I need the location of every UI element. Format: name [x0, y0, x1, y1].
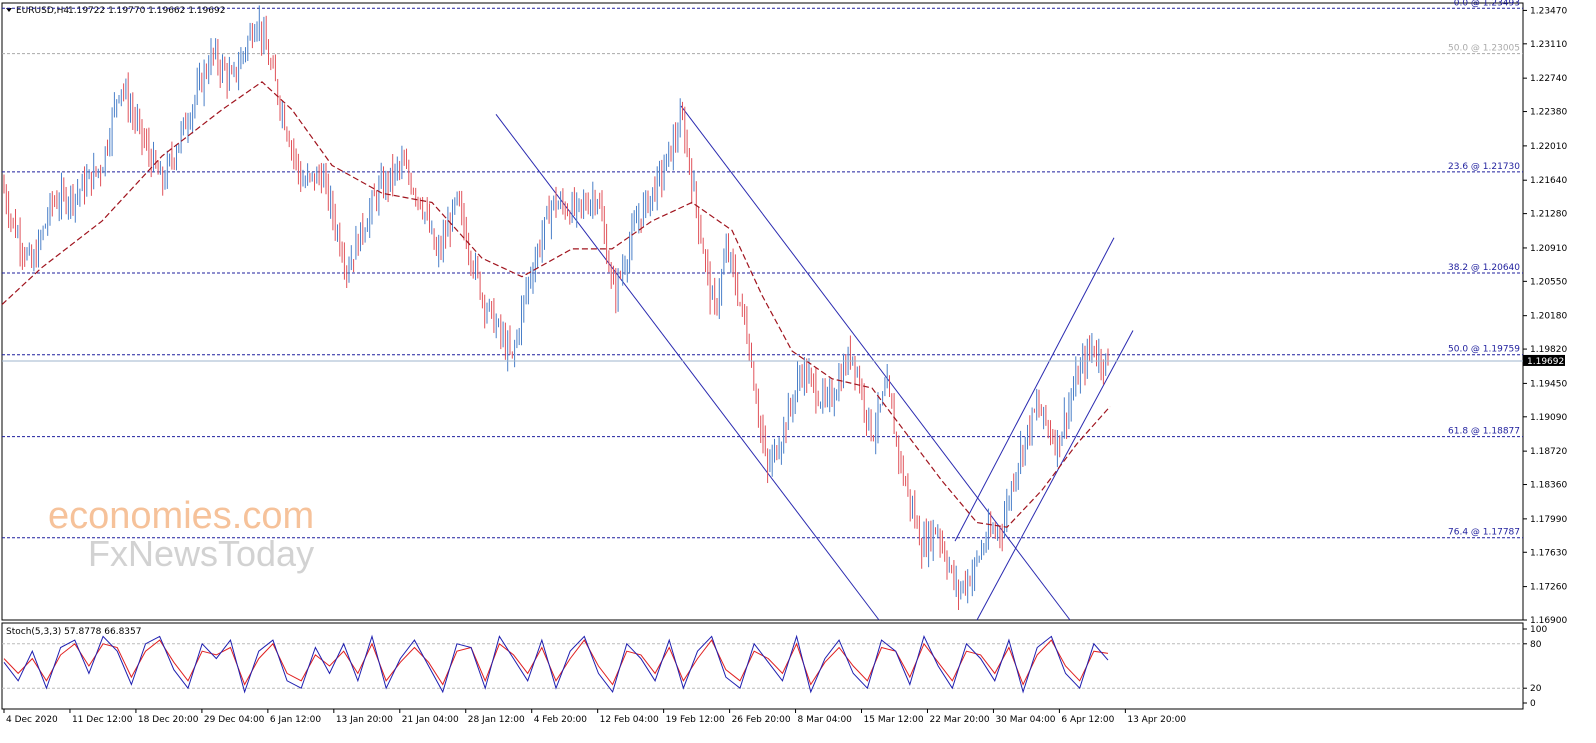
fib-level-label: 50.0 @ 1.23005: [1448, 44, 1520, 54]
time-tick-label: 13 Apr 20:00: [1127, 715, 1186, 725]
channel-lines[interactable]: [495, 105, 1134, 621]
price-tick-label: 1.18720: [1530, 447, 1567, 457]
stochastic-panel[interactable]: [1, 622, 1524, 710]
price-panel[interactable]: [1, 2, 1524, 621]
fib-level-label: 61.8 @ 1.18877: [1448, 427, 1520, 437]
price-tick-label: 1.18360: [1530, 481, 1567, 491]
watermark-sub: FxNewsToday: [88, 533, 314, 574]
time-tick-label: 29 Dec 04:00: [204, 715, 265, 725]
price-tick-label: 1.22010: [1530, 142, 1567, 152]
price-tick-label: 1.23470: [1530, 6, 1567, 16]
stoch-level-label: 20: [1530, 684, 1542, 694]
time-tick-label: 18 Dec 20:00: [138, 715, 199, 725]
trend-channel-line: [976, 330, 1134, 621]
fib-level-label: 38.2 @ 1.20640: [1448, 263, 1520, 273]
stoch-signal-line: [3, 639, 1109, 686]
dropdown-triangle-icon[interactable]: [6, 8, 12, 12]
time-tick-label: 19 Feb 12:00: [666, 715, 725, 725]
price-axis: 1.23470 1.23110 1.22740 1.22380 1.22010 1.216…: [1523, 6, 1567, 626]
current-price-box: [1523, 354, 1565, 366]
price-tick-label: 1.21280: [1530, 210, 1567, 220]
time-tick-label: 21 Jan 04:00: [402, 715, 459, 725]
price-tick-label: 1.22740: [1530, 74, 1567, 84]
fib-level-label: 23.6 @ 1.21730: [1448, 162, 1520, 172]
stoch-level-label: 80: [1530, 640, 1542, 650]
time-tick-label: 26 Feb 20:00: [732, 715, 791, 725]
price-tick-label: 1.16900: [1530, 616, 1567, 626]
current-price-label: 1.19692: [1527, 357, 1564, 367]
time-tick-label: 11 Dec 12:00: [72, 715, 133, 725]
time-tick-label: 30 Mar 04:00: [995, 715, 1055, 725]
fib-level-label: 76.4 @ 1.17787: [1448, 528, 1520, 538]
stoch-main-line: [3, 634, 1109, 694]
price-tick-label: 1.20550: [1530, 277, 1567, 287]
time-axis: 4 Dec 2020 11 Dec 12:00 18 Dec 20:00 29 Dec…: [3, 709, 1186, 725]
ohlc-values: 1.19722 1.19770 1.19662 1.19692: [68, 6, 225, 16]
stoch-level-label: 0: [1530, 699, 1536, 709]
price-tick-label: 1.19090: [1530, 413, 1567, 423]
fib-level-label: 50.0 @ 1.19759: [1448, 345, 1520, 355]
time-tick-label: 4 Dec 2020: [6, 715, 58, 725]
price-tick-label: 1.20180: [1530, 312, 1567, 322]
price-tick-label: 1.19820: [1530, 345, 1567, 355]
moving-average: [1, 81, 1111, 528]
trend-channel-line: [680, 105, 1071, 621]
moving-average-line: [1, 81, 1111, 528]
stochastic-label: Stoch(5,3,3) 57.8778 66.8357: [6, 627, 141, 637]
price-tick-label: 1.19450: [1530, 379, 1567, 389]
time-tick-label: 6 Jan 12:00: [270, 715, 322, 725]
watermark-brand: economies.com: [48, 495, 314, 537]
time-tick-label: 8 Mar 04:00: [798, 715, 853, 725]
trend-channel-line: [954, 237, 1115, 542]
time-tick-label: 4 Feb 20:00: [534, 715, 588, 725]
time-tick-label: 6 Apr 12:00: [1061, 715, 1114, 725]
time-tick-label: 22 Mar 20:00: [929, 715, 989, 725]
symbol-label: EURUSD,H4: [16, 6, 69, 16]
time-tick-label: 12 Feb 04:00: [600, 715, 659, 725]
fib-level-label: 0.0 @ 1.23493: [1454, 0, 1520, 8]
price-tick-label: 1.17260: [1530, 583, 1567, 593]
price-tick-label: 1.20910: [1530, 244, 1567, 254]
price-tick-label: 1.17630: [1530, 548, 1567, 558]
price-tick-label: 1.23110: [1530, 40, 1567, 50]
price-tick-label: 1.21640: [1530, 176, 1567, 186]
stochastic-lines: 100 80 20 0: [2, 625, 1547, 709]
price-tick-label: 1.22380: [1530, 108, 1567, 118]
stoch-level-label: 100: [1530, 625, 1547, 635]
time-tick-label: 13 Jan 20:00: [336, 715, 393, 725]
fibonacci-levels: 0.0 @ 1.23493 50.0 @ 1.23005 23.6 @ 1.2173…: [2, 0, 1523, 539]
time-tick-label: 15 Mar 12:00: [864, 715, 924, 725]
price-series: [3, 5, 1109, 610]
trend-channel-line: [495, 114, 880, 621]
price-tick-label: 1.17990: [1530, 515, 1567, 525]
time-tick-label: 28 Jan 12:00: [468, 715, 525, 725]
